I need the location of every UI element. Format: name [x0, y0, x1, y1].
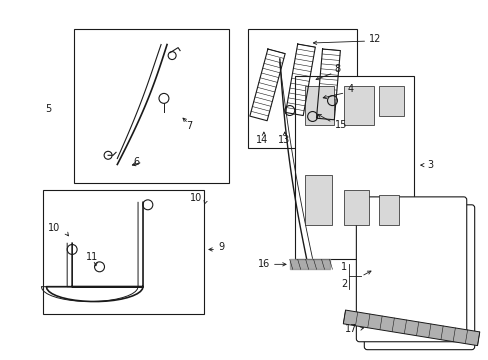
Text: 9: 9 — [218, 243, 224, 252]
Text: 1: 1 — [341, 262, 346, 272]
Text: 12: 12 — [368, 34, 381, 44]
FancyBboxPatch shape — [356, 197, 466, 342]
Text: 6: 6 — [133, 157, 140, 167]
Text: 13: 13 — [277, 135, 289, 145]
Bar — [344, 86, 373, 125]
Bar — [344, 190, 368, 225]
Bar — [304, 175, 332, 225]
FancyBboxPatch shape — [364, 205, 474, 350]
Text: 17: 17 — [344, 324, 357, 334]
Bar — [294, 76, 413, 260]
Text: 2: 2 — [341, 279, 346, 289]
Text: 3: 3 — [426, 160, 432, 170]
Bar — [74, 29, 228, 183]
Text: 5: 5 — [45, 104, 51, 113]
Bar — [379, 195, 398, 225]
Text: 8: 8 — [334, 64, 340, 74]
Text: 15: 15 — [334, 121, 346, 130]
Text: 14: 14 — [255, 135, 267, 145]
Text: 10: 10 — [190, 193, 202, 203]
Text: 11: 11 — [86, 252, 98, 262]
Bar — [43, 190, 204, 314]
Text: 4: 4 — [346, 84, 353, 94]
Text: 10: 10 — [48, 222, 60, 233]
Bar — [247, 29, 357, 148]
Bar — [379, 86, 403, 116]
Text: 7: 7 — [186, 121, 192, 131]
Polygon shape — [343, 310, 479, 346]
Bar — [304, 86, 334, 125]
Text: 16: 16 — [257, 259, 269, 269]
